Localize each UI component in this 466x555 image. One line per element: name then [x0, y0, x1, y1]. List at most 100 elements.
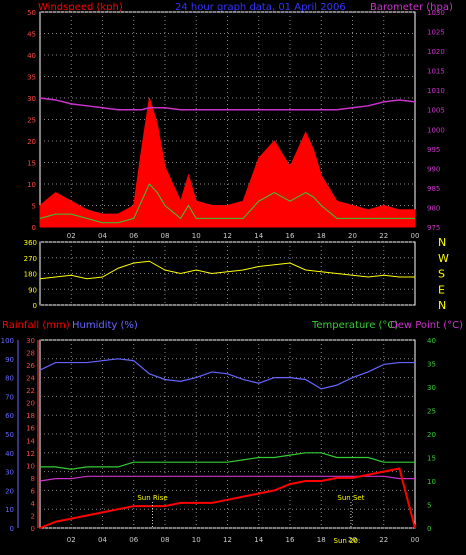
humidity-y-tick: 80 [5, 375, 14, 383]
rainfall-y-tick: 10 [26, 462, 35, 470]
rainfall-y-tick: 20 [26, 400, 35, 408]
wind-y-tick: 25 [27, 117, 36, 125]
compass-label: N [438, 236, 446, 249]
baro-y-tick: 975 [427, 224, 440, 232]
baro-y-tick: 1020 [427, 48, 445, 56]
humidity-y-tick: 70 [5, 393, 14, 401]
rainfall-y-tick: 0 [31, 525, 35, 533]
humidity-y-tick: 100 [1, 337, 14, 345]
wind-y-tick: 20 [27, 138, 36, 146]
sunset-label: Sun Set [337, 494, 364, 502]
wind-x-tick: 04 [98, 232, 107, 240]
baro-y-tick: 1025 [427, 29, 445, 37]
wind-x-tick: 20 [348, 232, 357, 240]
wind-x-tick: 08 [161, 232, 170, 240]
dewpoint-label: Dew Point (°C) [390, 320, 463, 331]
wind-x-tick: 06 [129, 232, 138, 240]
rainfall-y-tick: 4 [31, 500, 36, 508]
sunset-time-label: Sun 20: [334, 537, 361, 545]
temp-y-tick: 30 [427, 384, 436, 392]
compass-label: W [438, 252, 449, 265]
climate-x-tick: 20 [348, 536, 357, 544]
rainfall-y-tick: 22 [26, 387, 35, 395]
humidity-line [39, 358, 415, 390]
rainfall-line [39, 467, 416, 529]
temp-y-tick: 40 [427, 337, 436, 345]
temp-y-tick: 20 [427, 431, 436, 439]
climate-x-tick: 00 [411, 536, 420, 544]
wind-y-tick: 50 [27, 9, 36, 17]
climate-x-tick: 08 [161, 536, 170, 544]
baro-y-tick: 985 [427, 185, 440, 193]
humidity-y-tick: 40 [5, 450, 14, 458]
wind-y-tick: 30 [27, 95, 36, 103]
wind-x-tick: 22 [379, 232, 388, 240]
temp-y-tick: 25 [427, 408, 436, 416]
rainfall-y-tick: 2 [31, 512, 35, 520]
dir-y-tick: 360 [24, 239, 37, 247]
climate-x-tick: 18 [317, 536, 326, 544]
temp-y-tick: 5 [427, 502, 431, 510]
rainfall-y-tick: 14 [26, 437, 35, 445]
compass-label: N [438, 299, 446, 312]
wind-y-tick: 0 [32, 224, 36, 232]
chart-title: 24 hour graph data, 01 April 2006 [175, 2, 346, 13]
rainfall-y-tick: 16 [26, 425, 35, 433]
humidity-y-tick: 0 [10, 525, 14, 533]
dir-y-tick: 270 [24, 255, 37, 263]
baro-y-tick: 980 [427, 204, 440, 212]
climate-x-tick: 10 [192, 536, 201, 544]
barometer-label: Barometer (hpa) [370, 2, 453, 13]
humidity-y-tick: 50 [5, 431, 14, 439]
dir-y-tick: 0 [33, 302, 37, 310]
windspeed-area [39, 97, 416, 228]
rainfall-y-tick: 30 [26, 337, 35, 345]
windspeed-label: Windspeed (kph) [38, 2, 123, 13]
climate-x-tick: 06 [129, 536, 138, 544]
baro-y-tick: 1010 [427, 87, 445, 95]
rainfall-y-tick: 6 [31, 487, 36, 495]
wind-x-tick: 02 [67, 232, 76, 240]
climate-x-tick: 04 [98, 536, 107, 544]
barometer-line [39, 97, 416, 111]
wind-y-tick: 35 [27, 74, 36, 82]
wind-y-tick: 5 [32, 203, 36, 211]
wind-y-tick: 10 [27, 181, 36, 189]
humidity-y-tick: 10 [5, 506, 14, 514]
wind-x-tick: 14 [254, 232, 263, 240]
humidity-y-tick: 90 [5, 356, 14, 364]
climate-x-tick: 16 [286, 536, 295, 544]
climate-x-tick: 12 [223, 536, 232, 544]
climate-x-tick: 14 [254, 536, 263, 544]
wind-y-tick: 40 [27, 52, 36, 60]
dir-y-tick: 90 [28, 286, 37, 294]
wind-y-tick: 45 [27, 31, 36, 39]
rainfall-label: Rainfall (mm) [2, 320, 70, 331]
temperature-label: Temperature (°C) [311, 320, 398, 331]
temp-y-tick: 15 [427, 455, 436, 463]
compass-label: S [438, 268, 445, 281]
dir-y-tick: 180 [24, 271, 37, 279]
wind-direction-line [39, 260, 415, 280]
wind-x-tick: 18 [317, 232, 326, 240]
humidity-label: Humidity (%) [72, 320, 138, 331]
temp-y-tick: 0 [427, 525, 431, 533]
baro-y-tick: 1005 [427, 107, 445, 115]
rainfall-y-tick: 26 [26, 362, 35, 370]
baro-y-tick: 990 [427, 165, 440, 173]
humidity-y-tick: 30 [5, 469, 14, 477]
rainfall-y-tick: 12 [26, 450, 35, 458]
climate-x-tick: 22 [379, 536, 388, 544]
compass-label: E [438, 283, 445, 296]
baro-y-tick: 1015 [427, 68, 445, 76]
wind-x-tick: 10 [192, 232, 201, 240]
humidity-y-tick: 60 [5, 412, 14, 420]
wind-y-tick: 15 [27, 160, 36, 168]
temp-y-tick: 35 [427, 361, 436, 369]
rainfall-y-tick: 18 [26, 412, 35, 420]
baro-y-tick: 1030 [427, 9, 445, 17]
baro-y-tick: 995 [427, 146, 440, 154]
wind-x-tick: 12 [223, 232, 232, 240]
climate-x-tick: 02 [67, 536, 76, 544]
